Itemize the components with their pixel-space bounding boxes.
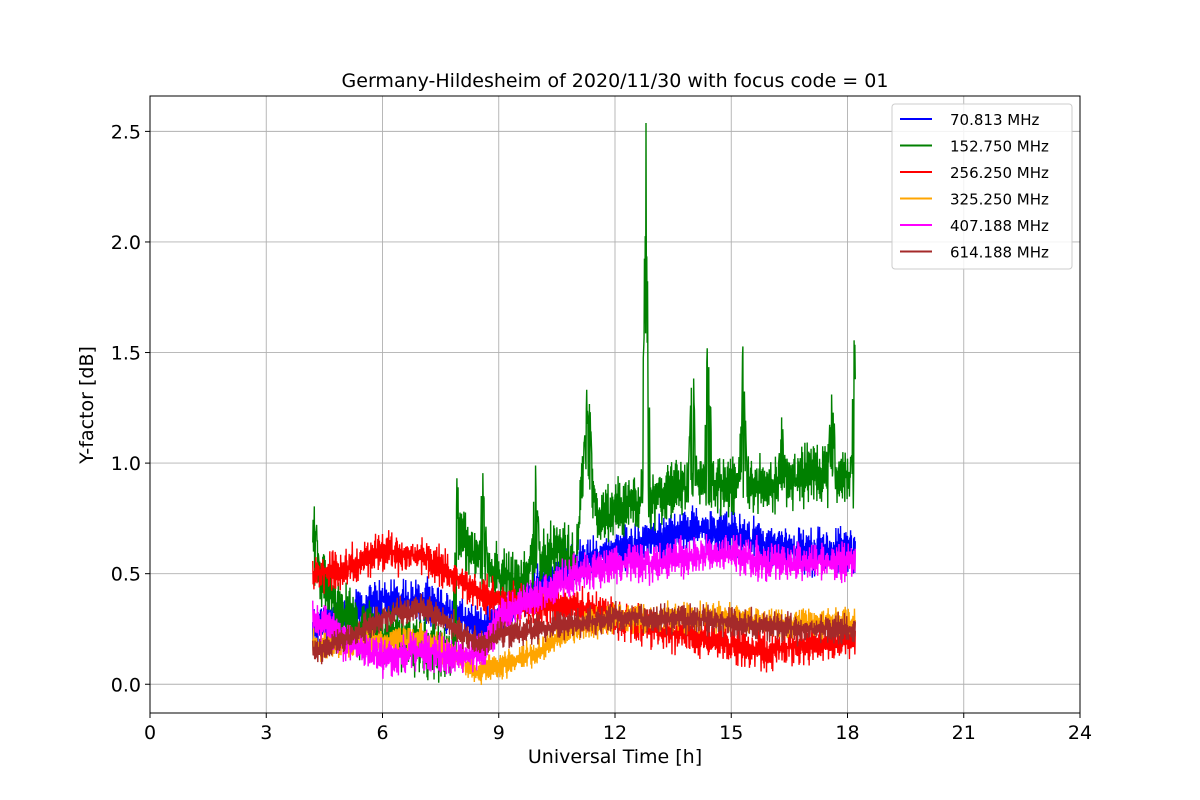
x-tick-label: 15 (719, 722, 743, 744)
x-tick-label: 6 (376, 722, 388, 744)
x-tick-label: 18 (835, 722, 859, 744)
legend-label: 614.188 MHz (950, 244, 1049, 262)
legend-label: 256.250 MHz (950, 164, 1049, 182)
y-tick-label: 0.0 (111, 674, 141, 696)
y-tick-label: 0.5 (111, 564, 141, 586)
series-line (312, 593, 856, 665)
series-line (312, 530, 856, 673)
legend: 70.813 MHz 152.750 MHz 256.250 MHz 325.250 … (891, 103, 1073, 270)
series-line (312, 533, 856, 679)
x-tick-label: 21 (952, 722, 976, 744)
x-tick-label: 3 (260, 722, 272, 744)
y-tick-label: 2.5 (111, 121, 141, 143)
y-tick-label: 2.0 (111, 232, 141, 254)
y-tick-label: 1.0 (111, 453, 141, 475)
data-layer (312, 123, 856, 686)
chart-title: Germany-Hildesheim of 2020/11/30 with fo… (342, 70, 889, 92)
legend-box (891, 103, 1073, 270)
x-axis-label: Universal Time [h] (528, 746, 702, 768)
legend-label: 325.250 MHz (950, 191, 1049, 209)
x-tick-label: 9 (493, 722, 505, 744)
ticks: 0 3 6 9 12 15 18 21 24 0.0 0.5 1.0 1.5 2.0 2.5 (111, 121, 1092, 744)
legend-label: 152.750 MHz (950, 138, 1049, 156)
x-tick-label: 0 (144, 722, 156, 744)
x-tick-label: 24 (1068, 722, 1092, 744)
y-axis-label: Y-factor [dB] (76, 346, 98, 465)
legend-label: 407.188 MHz (950, 217, 1049, 235)
x-tick-label: 12 (603, 722, 627, 744)
y-tick-label: 1.5 (111, 343, 141, 365)
legend-label: 70.813 MHz (950, 111, 1039, 129)
